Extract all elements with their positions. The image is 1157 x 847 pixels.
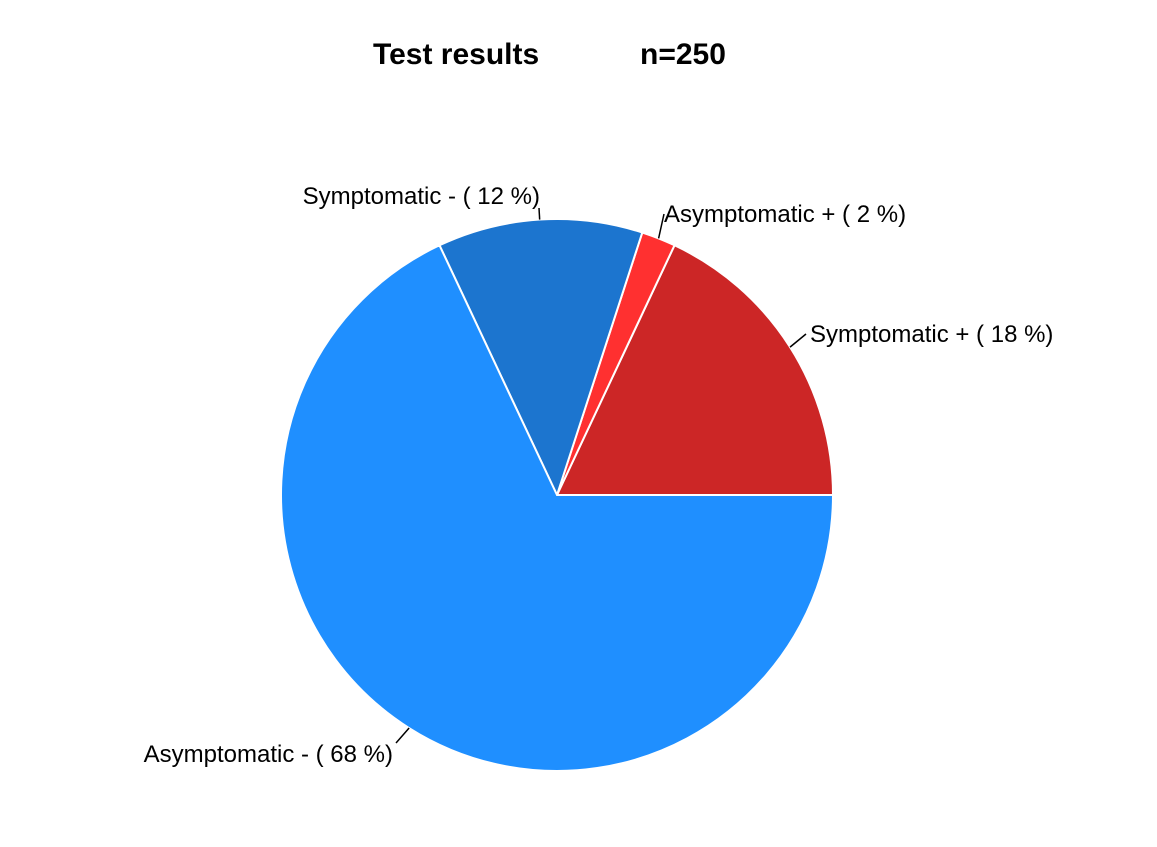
pie-slice-symptomaticpositive bbox=[555, 243, 835, 496]
leader-line bbox=[395, 727, 410, 744]
slice-labels: Symptomatic + ( 18 %) Asymptomatic + ( 2 … bbox=[144, 183, 1054, 768]
leader-line bbox=[657, 213, 665, 239]
slice-label: Asymptomatic - ( 68 %) bbox=[144, 741, 393, 768]
pie-slice-symptomaticnegative bbox=[438, 218, 644, 498]
pie-slices bbox=[280, 218, 835, 772]
leader-line bbox=[789, 333, 807, 348]
chart-title: Test results bbox=[373, 38, 539, 71]
label-leader-lines bbox=[395, 207, 807, 744]
chart-subtitle: n=250 bbox=[640, 38, 726, 71]
leader-line bbox=[538, 207, 541, 220]
slice-label: Symptomatic + ( 18 %) bbox=[810, 321, 1053, 348]
slice-label: Asymptomatic + ( 2 %) bbox=[664, 201, 906, 228]
slice-label: Symptomatic - ( 12 %) bbox=[303, 183, 540, 210]
